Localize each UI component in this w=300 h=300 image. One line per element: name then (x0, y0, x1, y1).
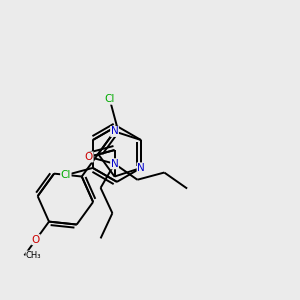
Text: Cl: Cl (61, 170, 71, 180)
Text: O: O (32, 235, 40, 245)
Text: N: N (111, 159, 119, 169)
Text: CH₃: CH₃ (26, 251, 41, 260)
Text: O: O (85, 152, 93, 162)
Text: N: N (111, 126, 119, 136)
Text: Cl: Cl (104, 94, 115, 104)
Text: N: N (137, 163, 145, 173)
